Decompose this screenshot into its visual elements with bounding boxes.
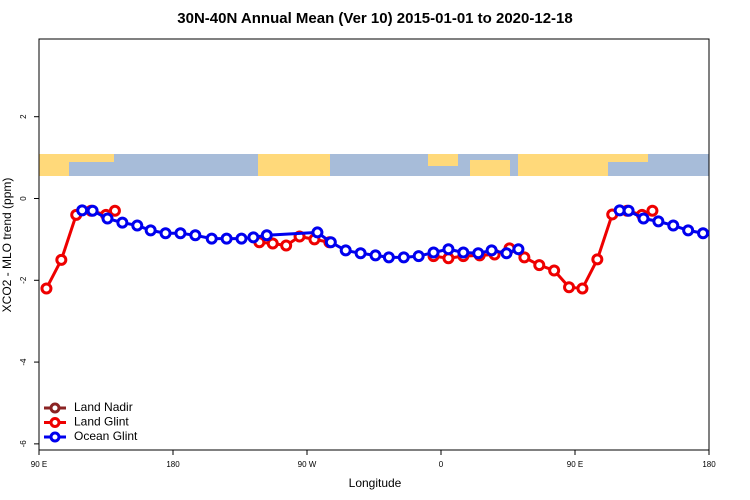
legend-label: Ocean Glint <box>74 429 138 443</box>
point <box>646 204 659 217</box>
point <box>354 247 367 260</box>
x-axis-label: Longitude <box>349 476 402 490</box>
point <box>637 212 650 225</box>
point <box>116 216 129 229</box>
legend-marker <box>49 431 61 443</box>
point <box>563 281 576 294</box>
x-tick-label: 90 W <box>298 460 317 469</box>
x-tick-label: 180 <box>702 460 716 469</box>
point <box>697 227 710 240</box>
point <box>266 237 279 250</box>
point <box>397 251 410 264</box>
point <box>40 282 53 295</box>
y-tick-label: -4 <box>19 358 28 366</box>
legend-label: Land Glint <box>74 415 129 429</box>
plot-frame <box>38 38 710 451</box>
point <box>108 204 121 217</box>
chart-title: 30N-40N Annual Mean (Ver 10) 2015-01-01 … <box>177 10 572 27</box>
map-strip <box>39 154 709 176</box>
point <box>667 219 680 232</box>
legend-marker <box>49 402 61 414</box>
point <box>548 264 561 277</box>
point <box>131 219 144 232</box>
point <box>485 244 498 257</box>
point <box>189 229 202 242</box>
point <box>457 246 470 259</box>
legend-label: Land Nadir <box>74 400 133 414</box>
point <box>576 282 589 295</box>
point <box>260 229 273 242</box>
point <box>682 224 695 237</box>
point <box>339 244 352 257</box>
point <box>101 212 114 225</box>
point <box>205 232 218 245</box>
point <box>427 246 440 259</box>
point <box>518 251 531 264</box>
point <box>442 243 455 256</box>
point <box>235 232 248 245</box>
x-tick-label: 90 E <box>567 460 583 469</box>
point <box>591 253 604 266</box>
point <box>86 204 99 217</box>
point <box>500 247 513 260</box>
point <box>533 259 546 272</box>
x-tick-label: 180 <box>166 460 180 469</box>
point <box>220 232 233 245</box>
y-tick-label: 2 <box>19 114 28 119</box>
point <box>311 226 324 239</box>
y-tick-label: -2 <box>19 276 28 284</box>
point <box>652 215 665 228</box>
point <box>174 227 187 240</box>
point <box>382 251 395 264</box>
x-tick-label: 0 <box>439 460 444 469</box>
point <box>76 204 89 217</box>
point <box>512 243 525 256</box>
point <box>622 204 635 217</box>
x-tick-label: 90 E <box>31 460 47 469</box>
point <box>144 224 157 237</box>
point <box>159 227 172 240</box>
point <box>472 247 485 260</box>
y-tick-label: -6 <box>19 440 28 448</box>
point <box>280 239 293 252</box>
point <box>369 249 382 262</box>
legend-marker <box>49 417 61 428</box>
y-axis-label: XCO2 - MLO trend (ppm) <box>0 178 14 313</box>
point <box>324 236 337 249</box>
y-tick-label: 0 <box>19 196 28 201</box>
point <box>412 250 425 263</box>
point <box>55 253 68 266</box>
point <box>247 231 260 244</box>
